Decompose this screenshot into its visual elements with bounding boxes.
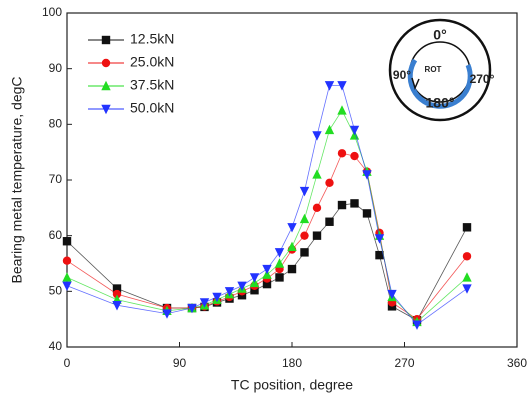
x-tick-label: 90 [173,356,187,370]
inset-label: 90° [393,68,411,82]
inset-label: 180° [426,95,455,111]
marker [299,213,310,224]
marker [112,301,122,311]
inset-rot-arrow [411,77,420,91]
marker [462,223,472,232]
marker [287,264,297,274]
legend-label: 37.5kN [130,77,174,93]
legend-marker [101,35,111,45]
marker [324,124,335,135]
marker [337,200,347,210]
marker [162,309,172,319]
marker [362,209,372,218]
inset-label: ROT [425,65,442,74]
legend-label: 50.0kN [130,100,174,116]
marker [462,272,472,282]
marker [62,272,72,282]
marker [350,199,359,208]
x-tick-label: 0 [64,356,71,370]
inset-label: 270° [470,72,495,86]
legend-marker [101,80,111,91]
marker [312,203,322,213]
y-axis-label: Bearing metal temperature, degC [9,77,25,284]
y-tick-label: 90 [49,61,63,75]
marker [262,264,272,275]
marker [275,273,284,282]
y-tick-label: 100 [42,5,62,19]
marker [462,284,472,294]
marker [300,231,309,240]
marker [212,292,222,303]
inset-diagram [388,18,492,122]
marker [112,289,122,299]
marker [325,178,334,187]
inset-label: 0° [433,27,446,43]
marker [299,186,310,197]
marker [350,151,359,161]
marker [249,273,260,283]
marker [62,256,72,265]
marker [337,149,347,158]
marker [337,105,347,115]
marker [262,279,272,289]
x-tick-label: 360 [507,356,527,370]
marker [287,223,297,233]
marker [312,169,322,179]
marker [224,287,235,297]
marker [312,131,322,141]
y-tick-label: 60 [49,228,63,242]
x-tick-label: 270 [394,356,414,370]
marker [62,281,72,291]
legend-marker [101,104,111,115]
legend-label: 25.0kN [130,54,174,70]
marker [112,284,122,293]
series-line [66,152,468,320]
marker [349,125,360,136]
series-line [66,109,468,323]
marker [187,303,197,314]
marker [325,217,334,226]
marker [362,170,372,180]
marker [462,252,472,261]
legend-marker [101,58,111,68]
series-line [66,202,468,321]
marker [274,258,285,268]
marker [250,286,259,295]
y-tick-label: 70 [49,172,63,186]
marker [312,231,322,240]
marker [412,320,422,330]
x-tick-label: 180 [282,356,302,370]
marker [337,81,347,91]
marker [199,298,210,308]
marker [300,248,309,257]
marker [287,241,297,251]
y-tick-label: 40 [49,339,63,353]
y-tick-label: 80 [49,117,63,131]
marker [62,237,72,246]
inset-oil-film [407,58,473,109]
marker [375,250,384,260]
y-tick-label: 50 [49,284,63,298]
legend-label: 12.5kN [130,31,174,47]
marker [274,248,285,258]
marker [387,289,397,300]
marker [237,281,247,291]
marker [324,81,335,91]
x-axis-label: TC position, degree [231,377,353,393]
series-line [66,84,468,326]
marker [374,234,385,244]
